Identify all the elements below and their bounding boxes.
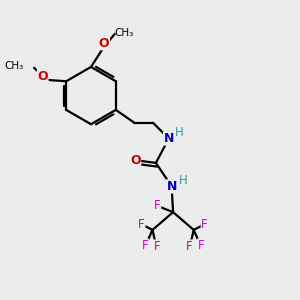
Text: F: F bbox=[198, 239, 204, 252]
Text: H: H bbox=[179, 174, 188, 187]
Text: O: O bbox=[99, 37, 110, 50]
Text: F: F bbox=[186, 240, 193, 253]
Text: CH₃: CH₃ bbox=[115, 28, 134, 38]
Text: N: N bbox=[167, 180, 177, 193]
Text: CH₃: CH₃ bbox=[4, 61, 24, 71]
Text: F: F bbox=[142, 239, 148, 252]
Text: F: F bbox=[138, 218, 145, 231]
Text: O: O bbox=[38, 70, 48, 83]
Text: F: F bbox=[201, 218, 208, 231]
Text: H: H bbox=[175, 126, 184, 139]
Text: O: O bbox=[130, 154, 141, 167]
Text: N: N bbox=[164, 132, 174, 145]
Text: F: F bbox=[154, 199, 160, 212]
Text: F: F bbox=[153, 240, 160, 253]
